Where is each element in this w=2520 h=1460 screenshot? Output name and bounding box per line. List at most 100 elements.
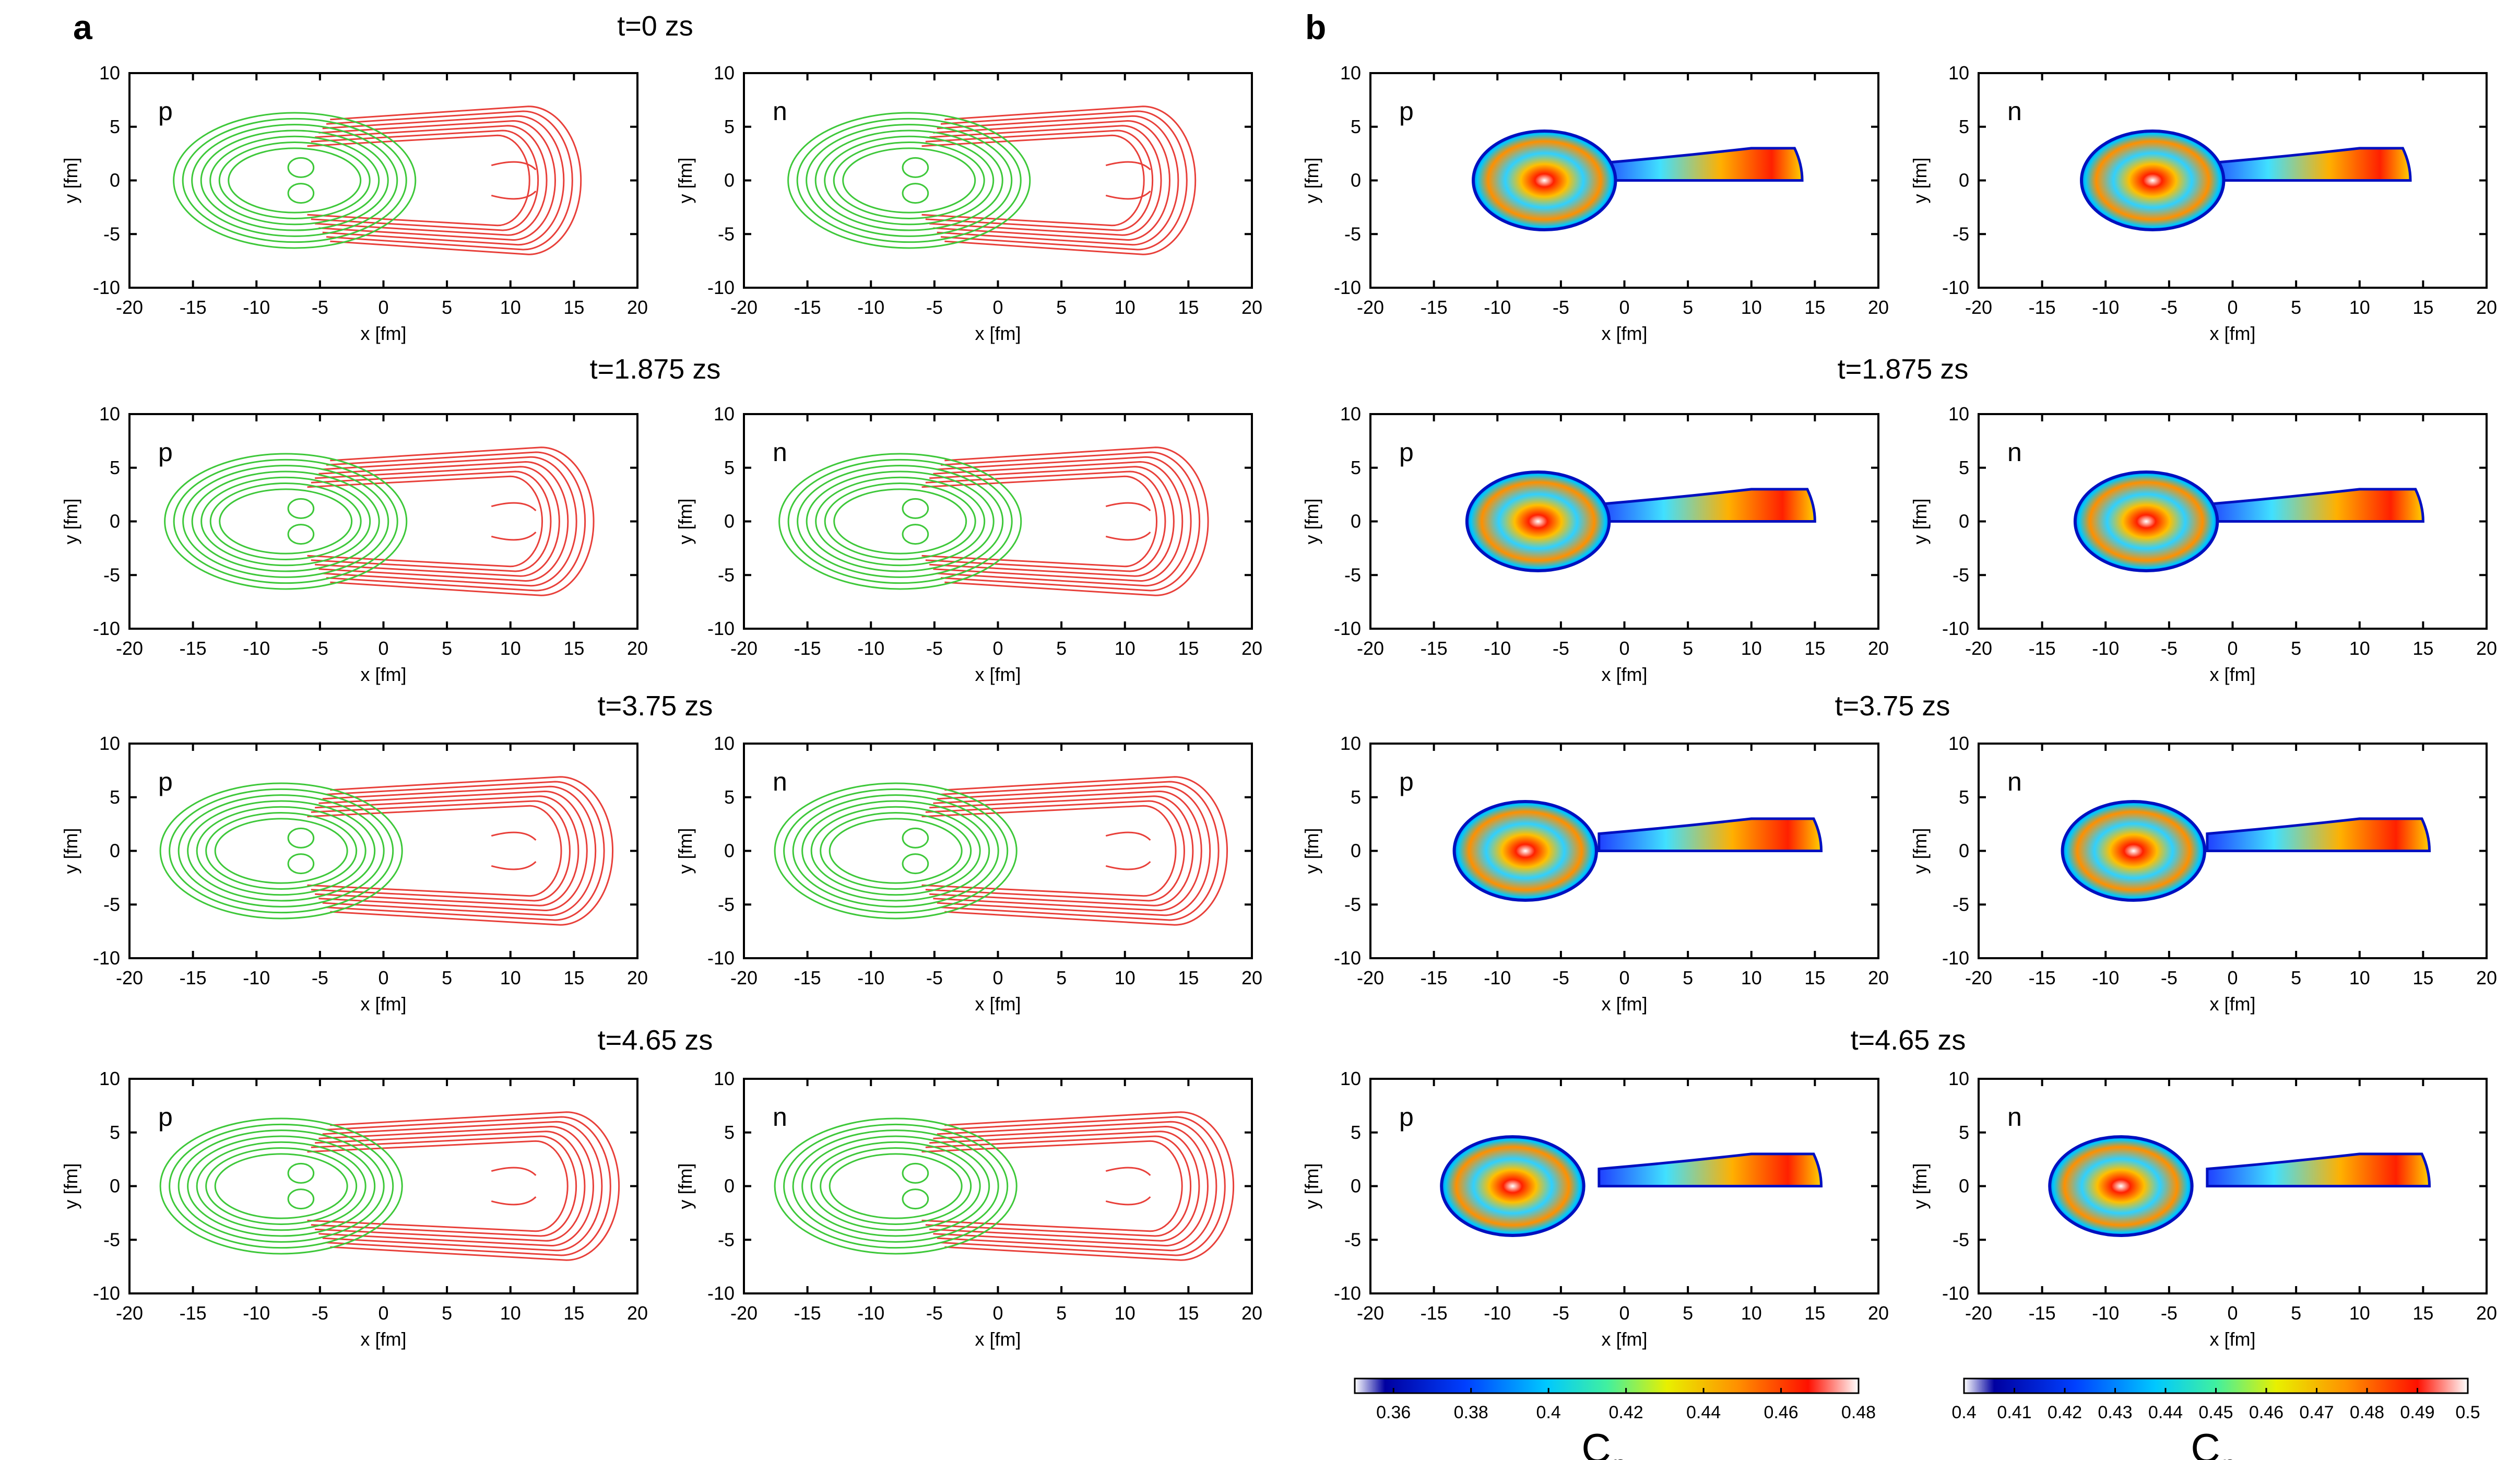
x-tick-label: 0 <box>1619 967 1629 988</box>
target-contour <box>937 456 1192 587</box>
x-tick-label: -10 <box>2092 967 2119 988</box>
projectile-contour <box>214 1153 348 1219</box>
x-axis-label: x [fm] <box>361 664 407 685</box>
projectile-contour <box>806 470 995 572</box>
target-contour <box>933 1125 1209 1247</box>
projectile-contour <box>829 1153 963 1219</box>
projectile-contour <box>159 782 403 920</box>
x-tick-label: -10 <box>243 297 270 318</box>
heatmap-plot-n-1: -20 -15 -10 -5 0 5 10 15 20 -10 -5 0 5 10 x [fm] y [fm]… <box>1909 403 2497 685</box>
x-tick-label: -15 <box>2029 297 2056 318</box>
x-tick-label: 15 <box>1178 1302 1199 1324</box>
x-tick-label: 0 <box>992 1302 1003 1324</box>
x-tick-label: -10 <box>857 297 884 318</box>
x-tick-label: 15 <box>1804 967 1825 988</box>
target-contour <box>933 461 1183 582</box>
y-tick-label: -5 <box>1344 1229 1361 1250</box>
x-tick-label: -15 <box>180 638 207 659</box>
colorbar-tick-label: 0.42 <box>2048 1403 2082 1422</box>
x-tick-label: -15 <box>1421 967 1448 988</box>
x-axis-label: x [fm] <box>1602 993 1648 1015</box>
x-tick-label: 20 <box>1241 1302 1262 1324</box>
projectile-contour <box>833 488 967 555</box>
x-tick-label: 0 <box>2227 638 2238 659</box>
projectile-contour <box>778 453 1022 590</box>
time-label-b-2: t=3.75 zs <box>1835 690 1950 722</box>
y-tick-label: 5 <box>110 457 120 478</box>
x-tick-label: 20 <box>1868 1302 1889 1324</box>
x-axis-label: x [fm] <box>975 664 1021 685</box>
x-tick-label: -20 <box>1965 297 1992 318</box>
y-tick-label: -10 <box>1334 618 1361 639</box>
x-tick-label: 0 <box>2227 297 2238 318</box>
projectile-contour <box>824 482 976 560</box>
x-tick-label: -15 <box>794 297 821 318</box>
target-contour <box>315 1131 585 1242</box>
x-tick-label: 5 <box>1683 638 1693 659</box>
species-label-n: n <box>773 1102 787 1132</box>
projectile-heatmap <box>2048 1135 2194 1238</box>
heatmap-plot-n-3: -20 -15 -10 -5 0 5 10 15 20 -10 -5 0 5 10 x [fm] y [fm]… <box>1909 1068 2497 1350</box>
projectile-contour <box>783 788 1009 914</box>
x-tick-label: -20 <box>1357 967 1384 988</box>
colorbar-tick-label: 0.43 <box>2098 1403 2132 1422</box>
y-tick-label: -10 <box>93 947 120 969</box>
y-tick-label: 10 <box>714 1068 735 1089</box>
projectile-contour <box>774 1117 1018 1255</box>
inner-contour <box>491 161 537 200</box>
plot-frame <box>743 72 1253 289</box>
x-tick-label: 10 <box>2349 638 2370 659</box>
x-tick-label: -20 <box>730 638 758 659</box>
inner-contour <box>1105 831 1151 870</box>
inner-contour <box>287 498 315 519</box>
panel-letter-b: b <box>1305 8 1326 46</box>
y-tick-label: 5 <box>724 116 735 137</box>
y-tick-label: -5 <box>103 893 120 915</box>
inner-contour <box>287 853 315 875</box>
target-contour <box>322 1121 603 1252</box>
projectile-contour <box>787 112 1031 249</box>
y-tick-label: 0 <box>1351 170 1361 191</box>
target-contour <box>326 110 573 251</box>
x-tick-label: 20 <box>1241 967 1262 988</box>
target-contour <box>307 1140 569 1232</box>
y-tick-label: 0 <box>1959 1175 1969 1197</box>
colorbar-title: C <box>2191 1425 2220 1460</box>
inner-contour <box>902 853 929 875</box>
y-tick-label: 0 <box>724 840 735 862</box>
x-tick-label: -15 <box>2029 967 2056 988</box>
x-tick-label: 5 <box>1056 967 1067 988</box>
target-contour <box>315 795 579 906</box>
x-tick-label: -5 <box>926 638 943 659</box>
y-tick-label: -10 <box>93 1282 120 1304</box>
target-contour <box>921 475 1158 568</box>
target-contour <box>929 1131 1200 1242</box>
x-tick-label: 20 <box>627 297 648 318</box>
colorbar-tick-label: 0.5 <box>2455 1403 2480 1422</box>
neck-heatmap <box>1598 488 1816 523</box>
colorbar-gradient <box>1354 1377 1860 1394</box>
y-tick-label: -5 <box>103 1229 120 1250</box>
x-tick-label: -20 <box>730 1302 758 1324</box>
y-tick-label: -10 <box>93 277 120 298</box>
x-tick-label: -10 <box>243 638 270 659</box>
species-label-p: p <box>158 438 173 467</box>
neck-heatmap <box>2206 147 2412 182</box>
x-tick-label: -10 <box>1484 1302 1511 1324</box>
colorbars: 0.36 0.38 0.4 0.42 0.44 0.46 0.48 Cp 0.4 0.41 0.42… <box>1354 1377 2480 1460</box>
target-contour <box>330 105 582 255</box>
y-axis-label: y [fm] <box>675 158 696 204</box>
time-label-a-0: t=0 zs <box>617 10 693 42</box>
inner-contour <box>902 524 929 545</box>
x-axis-label: x [fm] <box>1602 323 1648 344</box>
colorbar-tick-label: 0.44 <box>1686 1403 1721 1422</box>
y-tick-label: 10 <box>1340 403 1361 425</box>
y-tick-label: -10 <box>1942 618 1969 639</box>
y-axis-label: y [fm] <box>675 828 696 874</box>
x-tick-label: -15 <box>180 297 207 318</box>
y-tick-label: 5 <box>1351 786 1361 808</box>
x-tick-label: -15 <box>1421 297 1448 318</box>
x-tick-label: -10 <box>857 638 884 659</box>
target-contour <box>921 1140 1183 1232</box>
x-axis-label: x [fm] <box>361 323 407 344</box>
